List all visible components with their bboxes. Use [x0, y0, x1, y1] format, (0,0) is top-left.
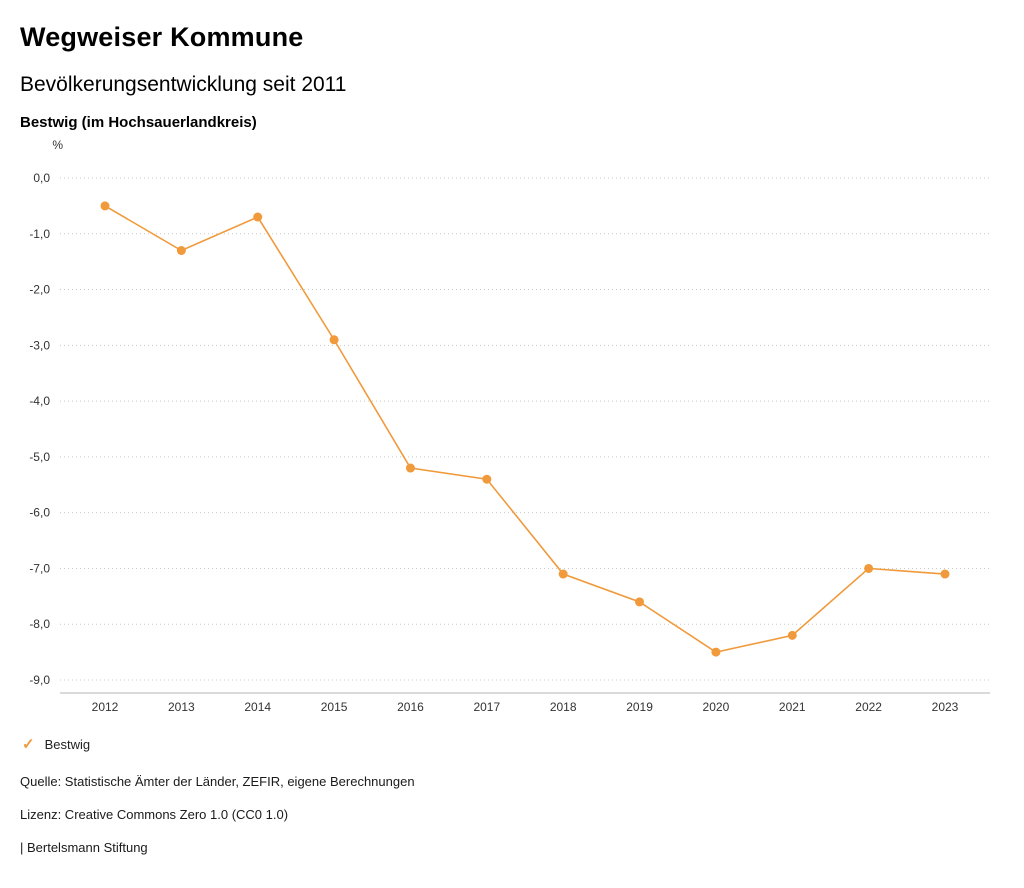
data-point	[482, 474, 492, 484]
x-tick-label: 2017	[473, 700, 500, 714]
y-tick-label: -9,0	[29, 673, 50, 687]
x-tick-label: 2023	[932, 700, 959, 714]
y-tick-label: -3,0	[29, 338, 50, 352]
y-tick-label: -4,0	[29, 394, 50, 408]
x-tick-label: 2016	[397, 700, 424, 714]
data-point	[635, 597, 645, 607]
legend[interactable]: ✓ Bestwig	[0, 737, 1024, 752]
legend-label: Bestwig	[44, 737, 91, 752]
x-tick-label: 2019	[626, 700, 653, 714]
x-tick-label: 2021	[779, 700, 806, 714]
data-point	[864, 563, 874, 573]
x-tick-label: 2022	[855, 700, 882, 714]
x-tick-label: 2020	[703, 700, 730, 714]
data-point	[176, 246, 186, 256]
y-tick-label: -2,0	[29, 283, 50, 297]
page-title: Wegweiser Kommune	[20, 22, 304, 52]
chart-subtitle: Bevölkerungsentwicklung seit 2011	[20, 73, 347, 96]
data-point	[253, 212, 263, 222]
data-point	[711, 647, 721, 657]
x-tick-label: 2015	[321, 700, 348, 714]
x-tick-label: 2013	[168, 700, 195, 714]
chart-area: % 0,0 -1,0 -2,0 -3,0 -4,0 -5,0 -6,0 -7,0 -8,0 -9,0…	[0, 133, 1024, 725]
data-point	[329, 335, 339, 345]
y-tick-label: -5,0	[29, 450, 50, 464]
y-tick-label: -6,0	[29, 506, 50, 520]
source-text: Quelle: Statistische Ämter der Länder, Z…	[20, 774, 415, 789]
check-icon: ✓	[22, 736, 35, 753]
footer: Quelle: Statistische Ämter der Länder, Z…	[0, 774, 1024, 855]
data-point	[787, 630, 797, 640]
population-line-chart: % 0,0 -1,0 -2,0 -3,0 -4,0 -5,0 -6,0 -7,0 -8,0 -9,0…	[29, 138, 990, 714]
x-tick-label: 2012	[92, 700, 119, 714]
series-line	[104, 205, 946, 653]
data-point	[100, 201, 110, 211]
data-point	[558, 569, 568, 579]
x-tick-label: 2014	[244, 700, 271, 714]
chart-header: Wegweiser Kommune Bevölkerungsentwicklun…	[0, 0, 1024, 131]
data-point	[405, 463, 415, 473]
attribution-text: | Bertelsmann Stiftung	[20, 840, 148, 855]
y-tick-label: -7,0	[29, 561, 50, 575]
data-point	[940, 569, 950, 579]
y-tick-label: -8,0	[29, 617, 50, 631]
license-text: Lizenz: Creative Commons Zero 1.0 (CC0 1…	[20, 807, 289, 822]
y-axis-unit-label: %	[52, 138, 63, 152]
x-tick-label: 2018	[550, 700, 577, 714]
y-tick-label: -1,0	[29, 227, 50, 241]
region-label: Bestwig (im Hochsauerlandkreis)	[20, 114, 257, 131]
y-tick-label: 0,0	[33, 171, 50, 185]
